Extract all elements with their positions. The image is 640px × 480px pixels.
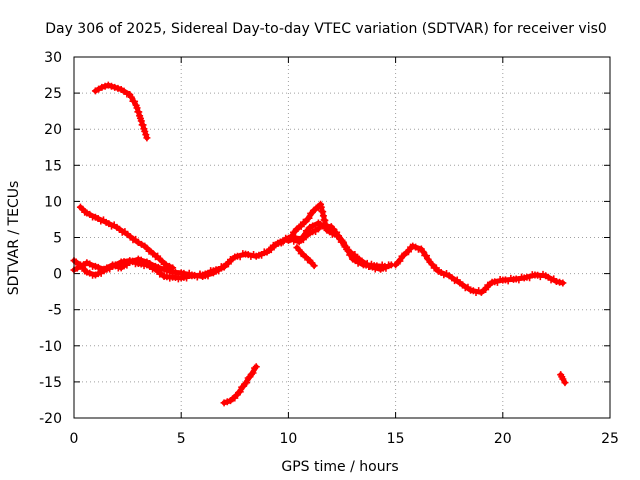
series-arc-high [91, 81, 151, 142]
data-point [135, 108, 143, 116]
y-axis-label: SDTVAR / TECUs [6, 181, 22, 296]
series-band-b [70, 257, 228, 283]
y-tick-label: -5 [48, 303, 62, 319]
data-point [561, 379, 569, 387]
data-point [220, 263, 228, 271]
data-point [404, 248, 412, 256]
y-tick-label: 0 [53, 267, 62, 283]
x-tick-label: 10 [279, 431, 297, 447]
data-point [301, 232, 309, 240]
data-point [341, 242, 349, 250]
data-point [111, 83, 119, 91]
data-point [288, 233, 296, 241]
x-tick-label: 0 [70, 431, 79, 447]
y-tick-label: 25 [44, 86, 62, 102]
data-point [432, 264, 440, 272]
data-point [224, 260, 232, 268]
chart-title: Day 306 of 2025, Sidereal Day-to-day VTE… [45, 21, 607, 37]
y-tick-label: 30 [44, 50, 62, 66]
y-tick-label: 20 [44, 122, 62, 138]
x-tick-label: 5 [177, 431, 186, 447]
plot-points [70, 81, 569, 407]
data-point [335, 234, 343, 242]
x-tick-label: 25 [601, 431, 619, 447]
data-point [297, 222, 305, 230]
series-end-point [557, 371, 569, 387]
series-short-drop [293, 244, 318, 270]
data-point [422, 252, 430, 260]
data-point [104, 81, 112, 89]
data-point [139, 121, 147, 129]
data-point [137, 117, 145, 125]
series-tail [392, 242, 567, 296]
data-point [419, 248, 427, 256]
series-arc-mid-b [284, 200, 395, 273]
data-point [310, 262, 318, 270]
data-point [396, 257, 404, 265]
data-point [339, 238, 347, 246]
data-point [98, 83, 106, 91]
data-point [142, 131, 150, 139]
data-point [252, 363, 260, 371]
y-tick-label: 10 [44, 194, 62, 210]
x-tick-label: 20 [494, 431, 512, 447]
data-point [143, 134, 151, 142]
data-point [108, 82, 116, 90]
x-axis-label: GPS time / hours [281, 459, 398, 475]
data-point [101, 82, 109, 90]
data-point [236, 388, 244, 396]
plot-frame [73, 56, 611, 419]
y-tick-label: 5 [53, 231, 62, 247]
tick-labels: 0 5 10 15 20 25 -20 -15 -10 -5 0 5 10 15 20 25 30 [39, 50, 619, 447]
y-tick-label: -20 [39, 411, 62, 427]
data-point [131, 97, 139, 105]
y-tick-label: -15 [39, 375, 62, 391]
data-point [243, 379, 251, 387]
data-point [249, 369, 257, 377]
data-point [220, 399, 228, 407]
data-point [79, 263, 87, 271]
data-point [223, 398, 231, 406]
data-point [133, 104, 141, 112]
data-point [559, 375, 567, 383]
data-point [127, 93, 135, 101]
data-point [428, 260, 436, 268]
data-point [114, 84, 122, 92]
data-point [305, 214, 313, 222]
series-arc-low [220, 363, 260, 407]
y-tick-label: 15 [44, 158, 62, 174]
x-tick-label: 15 [387, 431, 405, 447]
data-point [295, 246, 303, 254]
data-point [482, 286, 490, 294]
data-point [141, 127, 149, 135]
data-point [267, 246, 275, 254]
series-arc-descending [76, 203, 177, 272]
data-point [559, 279, 567, 287]
y-tick-label: -10 [39, 339, 62, 355]
